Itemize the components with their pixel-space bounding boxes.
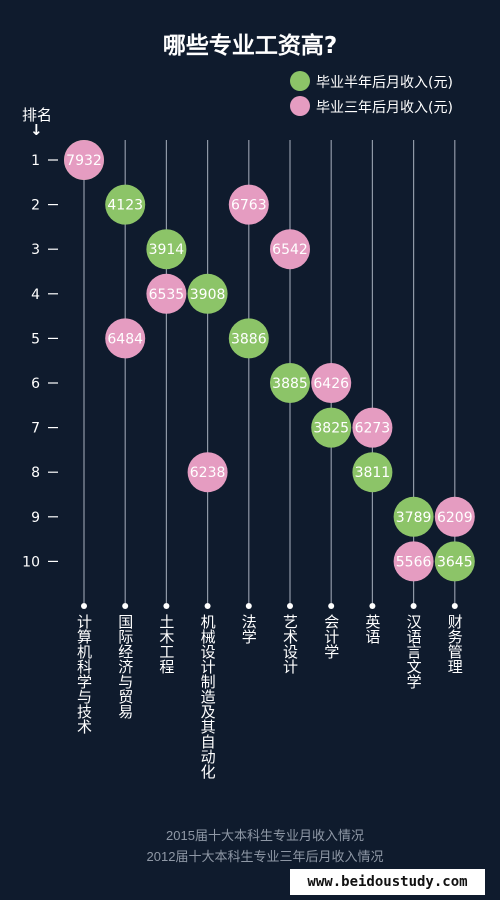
rank-tick-label: 5 (31, 331, 40, 347)
legend-pink-dot (290, 96, 310, 116)
rank-axis-label: 排名 (22, 106, 53, 124)
data-label: 6484 (107, 331, 143, 347)
major-label: 法学 (240, 614, 258, 644)
data-point (270, 363, 310, 403)
data-point (146, 229, 187, 270)
data-point (187, 273, 228, 314)
data-point (270, 229, 310, 270)
data-point (311, 363, 352, 403)
rank-tick-label: 9 (31, 510, 40, 526)
rank-tick-label: 1 (31, 153, 40, 169)
data-label: 5566 (396, 554, 432, 570)
legend-green-dot (290, 71, 310, 91)
major-label: 国际经济与贸易 (116, 614, 134, 719)
data-point (352, 407, 393, 448)
data-label: 6426 (313, 376, 349, 392)
major-label: 计算机科学与技术 (75, 614, 93, 734)
data-point (228, 318, 269, 359)
data-label: 3811 (355, 465, 391, 481)
rank-tick-label: 10 (22, 554, 40, 570)
data-point (393, 496, 434, 537)
major-label: 机械设计制造及其自动化 (199, 614, 217, 779)
data-label: 6763 (231, 198, 267, 214)
data-point (64, 140, 104, 180)
data-label: 3886 (231, 331, 267, 347)
data-label: 6238 (190, 465, 226, 481)
legend-label-three-years: 毕业三年后月收入(元) (316, 100, 453, 116)
rank-chart: 1 2 3 4 5 6 7 8 9 10 4 9 7 8 4123 3914 3908 3886 3885 3825… (22, 140, 475, 779)
chart-title: 哪些专业工资高? (162, 33, 338, 59)
major-label: 英语 (363, 613, 381, 644)
column-end-dot (287, 603, 293, 609)
footer-line-2: 2012届十大本科生专业三年后月收入情况 (146, 849, 384, 864)
major-label: 会计学 (322, 614, 340, 659)
column-end-dot (122, 603, 129, 609)
legend-label-six-months: 毕业半年后月收入(元) (316, 75, 453, 91)
data-points: 4978412339143908388638853825381137893645… (64, 140, 475, 582)
data-label: 7932 (66, 153, 102, 169)
data-label: 6535 (149, 287, 185, 303)
major-label: 土木工程 (157, 614, 175, 674)
rank-tick-label: 7 (31, 421, 40, 437)
data-label: 3908 (190, 287, 226, 303)
major-label: 艺术设计 (281, 614, 299, 674)
major-label: 财务管理 (446, 614, 464, 674)
column-end-dot (245, 603, 252, 609)
major-label: 汉语言文学 (405, 614, 423, 689)
data-label: 3914 (149, 242, 185, 258)
column-end-dot (410, 603, 417, 609)
data-label: 6273 (355, 421, 391, 437)
rank-ticks: 1 2 3 4 5 6 7 8 9 10 (22, 153, 58, 570)
data-point (393, 541, 434, 582)
rank-tick-label: 4 (31, 287, 40, 303)
data-label: 3885 (272, 376, 308, 392)
data-point (311, 407, 352, 448)
footer-line-1: 2015届十大本科生专业月收入情况 (166, 828, 364, 843)
data-label: 3645 (437, 554, 473, 570)
data-point (105, 184, 146, 225)
rank-tick-label: 6 (31, 376, 40, 392)
data-point (434, 496, 475, 537)
column-end-dot (204, 603, 211, 609)
column-end-dot (369, 603, 376, 609)
column-end-dot (81, 603, 87, 609)
legend-item-three-years: 毕业三年后月收入(元) (290, 95, 490, 117)
column-end-dot (451, 603, 458, 609)
watermark: www.beidoustudy.com (290, 869, 485, 895)
data-label: 6542 (272, 242, 308, 258)
data-label: 3789 (396, 510, 432, 526)
data-point (228, 184, 269, 225)
data-point (105, 318, 146, 359)
data-label: 6209 (437, 510, 473, 526)
column-end-dot (163, 603, 170, 609)
major-labels: 计算机科学与技术 国际经济与贸易 土木工程 机械设计制造及其自动化 法学 艺术设计 会计学 英… (75, 613, 464, 779)
rank-tick-label: 3 (31, 242, 40, 258)
data-label: 3825 (313, 421, 349, 437)
rank-tick-label: 2 (31, 198, 40, 214)
data-point (146, 273, 187, 314)
legend-item-six-months: 毕业半年后月收入(元) (290, 70, 490, 92)
column-end-dot (328, 603, 335, 609)
data-point (187, 452, 228, 493)
data-point (434, 541, 475, 582)
data-point (352, 452, 393, 493)
rank-tick-label: 8 (31, 465, 40, 481)
data-label: 4123 (107, 198, 143, 214)
down-arrow-icon: ↓ (30, 121, 43, 139)
